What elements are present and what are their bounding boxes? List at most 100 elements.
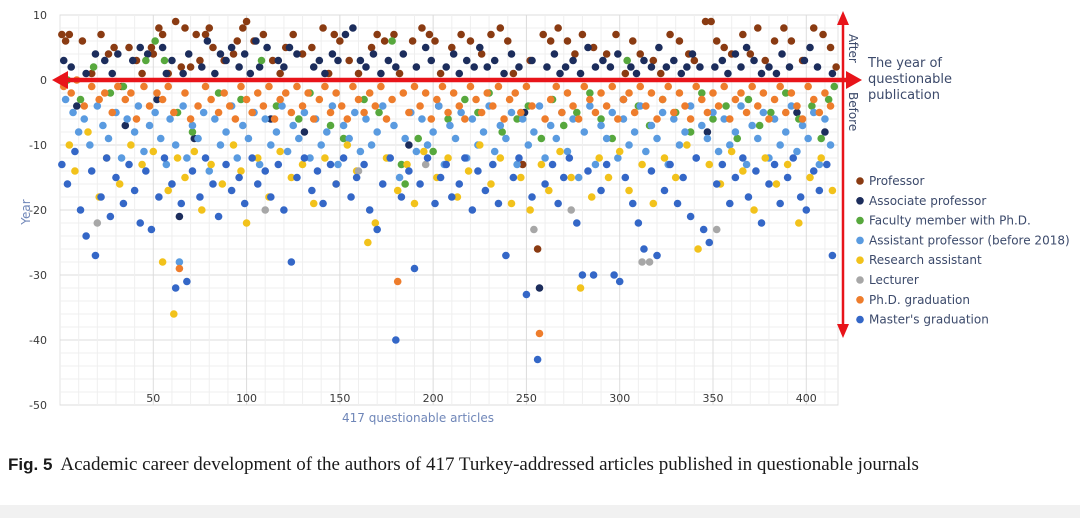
data-point bbox=[686, 115, 695, 123]
data-point bbox=[164, 186, 173, 195]
data-point bbox=[630, 108, 639, 117]
data-point bbox=[528, 102, 536, 110]
data-point bbox=[765, 63, 773, 71]
data-point bbox=[795, 219, 803, 227]
data-point bbox=[171, 284, 180, 292]
data-point bbox=[93, 102, 102, 110]
data-point bbox=[759, 89, 768, 97]
data-point bbox=[696, 63, 704, 71]
data-point bbox=[455, 102, 464, 110]
data-point bbox=[761, 154, 770, 162]
data-point bbox=[272, 102, 281, 110]
data-point bbox=[319, 24, 327, 32]
data-point bbox=[276, 147, 284, 156]
data-point bbox=[813, 63, 822, 71]
data-point bbox=[287, 108, 296, 117]
data-point bbox=[214, 212, 223, 221]
data-point bbox=[623, 56, 631, 65]
data-point bbox=[388, 95, 396, 104]
data-point bbox=[121, 121, 130, 130]
data-point bbox=[597, 89, 605, 97]
data-point bbox=[65, 30, 74, 39]
data-point bbox=[322, 128, 331, 136]
data-point bbox=[211, 115, 219, 123]
data-point bbox=[177, 63, 186, 71]
data-point bbox=[530, 225, 538, 234]
data-point bbox=[522, 82, 531, 91]
data-point bbox=[608, 108, 617, 117]
data-point bbox=[455, 180, 464, 188]
data-point bbox=[535, 329, 544, 338]
data-point bbox=[496, 121, 505, 130]
data-point bbox=[787, 37, 796, 45]
data-point bbox=[371, 219, 380, 227]
data-point bbox=[416, 180, 424, 188]
data-point bbox=[627, 63, 635, 71]
data-point bbox=[132, 115, 141, 123]
data-point bbox=[809, 167, 818, 175]
data-point bbox=[625, 89, 633, 97]
data-point bbox=[597, 121, 605, 130]
data-point bbox=[826, 102, 835, 110]
y-tick-label: -10 bbox=[29, 139, 47, 152]
data-point bbox=[808, 102, 816, 110]
data-point bbox=[781, 89, 790, 97]
data-point bbox=[151, 108, 159, 117]
data-point bbox=[76, 95, 85, 104]
data-point bbox=[753, 102, 762, 110]
chart-grid bbox=[59, 14, 839, 406]
data-point bbox=[541, 180, 549, 188]
data-point bbox=[393, 186, 402, 195]
data-point bbox=[632, 69, 641, 78]
data-point bbox=[285, 43, 294, 52]
data-point bbox=[748, 82, 756, 91]
data-point bbox=[496, 154, 505, 162]
data-point bbox=[815, 186, 824, 195]
data-point bbox=[546, 121, 555, 130]
data-point bbox=[170, 310, 178, 318]
data-point bbox=[653, 251, 661, 260]
data-point bbox=[793, 147, 801, 156]
data-point bbox=[321, 69, 329, 78]
data-point bbox=[412, 63, 421, 71]
data-point bbox=[427, 115, 436, 123]
data-point bbox=[156, 134, 165, 143]
data-point bbox=[535, 284, 544, 292]
data-point bbox=[259, 102, 268, 110]
data-point bbox=[309, 115, 318, 123]
data-point bbox=[625, 186, 633, 195]
data-point bbox=[490, 147, 499, 156]
data-point bbox=[604, 173, 613, 182]
data-point bbox=[360, 95, 368, 104]
data-point bbox=[828, 69, 837, 78]
data-point bbox=[636, 82, 645, 91]
data-point bbox=[386, 154, 395, 162]
data-point bbox=[171, 141, 180, 149]
data-point bbox=[87, 167, 96, 175]
data-point bbox=[229, 50, 238, 58]
data-point bbox=[164, 82, 173, 91]
data-point bbox=[731, 50, 740, 58]
data-point bbox=[750, 56, 758, 65]
data-point bbox=[606, 63, 615, 71]
data-point bbox=[347, 193, 355, 201]
scatter-chart: 100-10-20-30-40-50 50 100 150 200 250 300 350 4… bbox=[19, 9, 1070, 425]
data-point bbox=[507, 108, 516, 117]
data-point bbox=[524, 141, 533, 149]
data-point bbox=[168, 180, 176, 188]
data-point bbox=[298, 102, 307, 110]
data-point bbox=[392, 63, 400, 71]
data-point bbox=[80, 102, 89, 110]
data-point bbox=[233, 37, 242, 45]
publication-line-label: publication bbox=[868, 88, 940, 103]
data-point bbox=[201, 154, 210, 162]
data-point bbox=[309, 63, 318, 71]
data-point bbox=[237, 95, 245, 104]
data-point bbox=[765, 180, 773, 188]
data-point bbox=[367, 141, 376, 149]
data-point bbox=[666, 30, 674, 39]
data-point bbox=[785, 63, 794, 71]
data-point bbox=[102, 154, 111, 162]
data-point bbox=[295, 134, 303, 143]
data-point bbox=[201, 82, 210, 91]
